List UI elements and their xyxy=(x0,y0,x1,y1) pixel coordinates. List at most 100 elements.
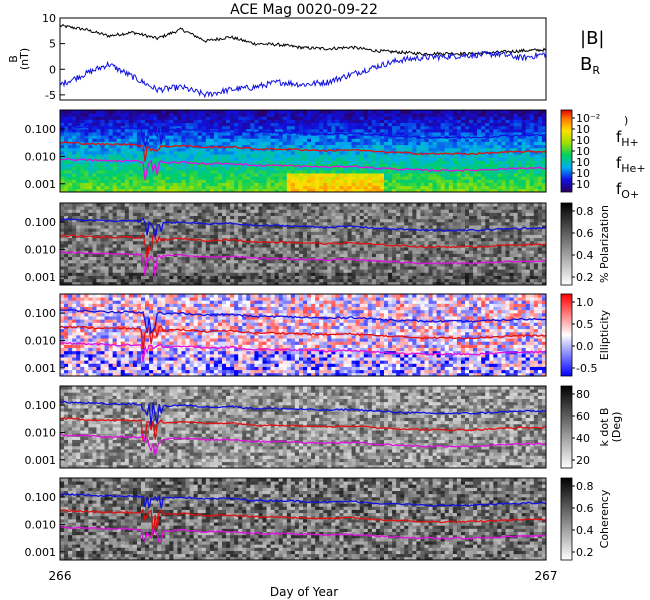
heatmap-cell xyxy=(149,209,154,213)
heatmap-cell xyxy=(116,272,122,276)
heatmap-cell xyxy=(141,218,146,223)
heatmap-cell xyxy=(525,119,531,124)
heatmap-cell xyxy=(327,176,332,180)
heatmap-cell xyxy=(161,147,166,152)
heatmap-cell xyxy=(254,212,259,217)
heatmap-cell xyxy=(222,166,227,171)
heatmap-cell xyxy=(76,138,81,142)
heatmap-cell xyxy=(181,166,186,171)
heatmap-cell xyxy=(213,237,219,242)
heatmap-cell xyxy=(108,122,114,127)
heatmap-cell xyxy=(169,218,174,223)
heatmap-cell xyxy=(96,182,101,187)
heatmap-cell xyxy=(327,218,332,223)
heatmap-cell xyxy=(132,209,138,213)
heatmap-cell xyxy=(234,206,239,210)
heatmap-cell xyxy=(481,113,486,117)
heatmap-cell xyxy=(501,141,506,146)
heatmap-cell xyxy=(303,212,308,217)
heatmap-cell xyxy=(153,256,158,261)
heatmap-cell xyxy=(501,113,506,117)
heatmap-cell xyxy=(286,169,292,174)
heatmap-cell xyxy=(169,163,174,168)
heatmap-cell xyxy=(177,135,182,139)
heatmap-cell xyxy=(465,122,470,127)
heatmap-cell xyxy=(250,166,255,171)
heatmap-cell xyxy=(246,259,251,264)
heatmap-cell xyxy=(238,151,243,155)
heatmap-cell xyxy=(254,209,259,213)
heatmap-cell xyxy=(128,141,134,146)
heatmap-cell xyxy=(157,176,162,180)
heatmap-cell xyxy=(189,231,195,235)
heatmap-cell xyxy=(331,138,336,142)
heatmap-cell xyxy=(242,244,247,248)
heatmap-cell xyxy=(363,182,369,187)
heatmap-cell xyxy=(92,132,97,136)
heatmap-cell xyxy=(124,231,130,235)
heatmap-cell xyxy=(339,151,344,155)
heatmap-cell xyxy=(408,125,413,130)
heatmap-cell xyxy=(408,147,413,152)
heatmap-cell xyxy=(222,173,227,177)
heatmap-cell xyxy=(258,259,263,264)
heatmap-cell xyxy=(72,151,77,155)
heatmap-cell xyxy=(104,275,109,280)
heatmap-cell xyxy=(84,122,89,127)
heatmap-cell xyxy=(323,259,328,264)
heatmap-cell xyxy=(270,221,276,226)
heatmap-cell xyxy=(88,185,93,190)
heatmap-cell xyxy=(64,144,69,149)
heatmap-cell xyxy=(311,206,316,210)
heatmap-cell xyxy=(92,206,97,210)
heatmap-cell xyxy=(351,122,357,127)
heatmap-cell xyxy=(319,269,324,273)
heatmap-cell xyxy=(298,262,304,267)
heatmap-cell xyxy=(335,237,340,242)
heatmap-cell xyxy=(363,141,369,146)
heatmap-cell xyxy=(96,253,101,258)
heatmap-cell xyxy=(193,110,199,114)
heatmap-cell xyxy=(298,138,304,142)
heatmap-cell xyxy=(60,125,65,130)
heatmap-cell xyxy=(541,179,547,183)
heatmap-cell xyxy=(371,160,377,165)
heatmap-cell xyxy=(420,173,425,177)
heatmap-cell xyxy=(517,119,523,124)
heatmap-cell xyxy=(270,128,276,133)
heatmap-cell xyxy=(262,247,267,251)
heatmap-cell xyxy=(201,154,207,158)
heatmap-cell xyxy=(68,221,73,226)
heatmap-cell xyxy=(238,234,243,239)
heatmap-cell xyxy=(408,138,413,142)
heatmap-cell xyxy=(282,169,288,174)
heatmap-cell xyxy=(351,138,357,142)
heatmap-cell xyxy=(76,281,81,286)
heatmap-cell xyxy=(315,212,320,217)
heatmap-cell xyxy=(327,113,332,117)
heatmap-cell xyxy=(209,176,215,180)
heatmap-cell xyxy=(124,253,130,258)
heatmap-cell xyxy=(84,173,89,177)
heatmap-cell xyxy=(294,281,300,286)
heatmap-cell xyxy=(209,110,215,114)
heatmap-cell xyxy=(205,135,211,139)
heatmap-cell xyxy=(76,209,81,213)
heatmap-cell xyxy=(509,154,514,158)
heatmap-cell xyxy=(250,228,255,232)
heatmap-cell xyxy=(157,110,162,114)
heatmap-cell xyxy=(294,206,300,210)
heatmap-cell xyxy=(270,234,276,239)
heatmap-cell xyxy=(234,185,239,190)
heatmap-cell xyxy=(136,166,142,171)
heatmap-cell xyxy=(242,166,247,171)
heatmap-cell xyxy=(161,182,166,187)
heatmap-cell xyxy=(375,125,381,130)
heatmap-cell xyxy=(205,228,211,232)
heatmap-cell xyxy=(189,113,195,117)
heatmap-cell xyxy=(169,240,174,245)
heatmap-cell xyxy=(444,119,450,124)
heatmap-cell xyxy=(124,203,130,207)
heatmap-cell xyxy=(347,122,352,127)
heatmap-cell xyxy=(343,179,348,183)
